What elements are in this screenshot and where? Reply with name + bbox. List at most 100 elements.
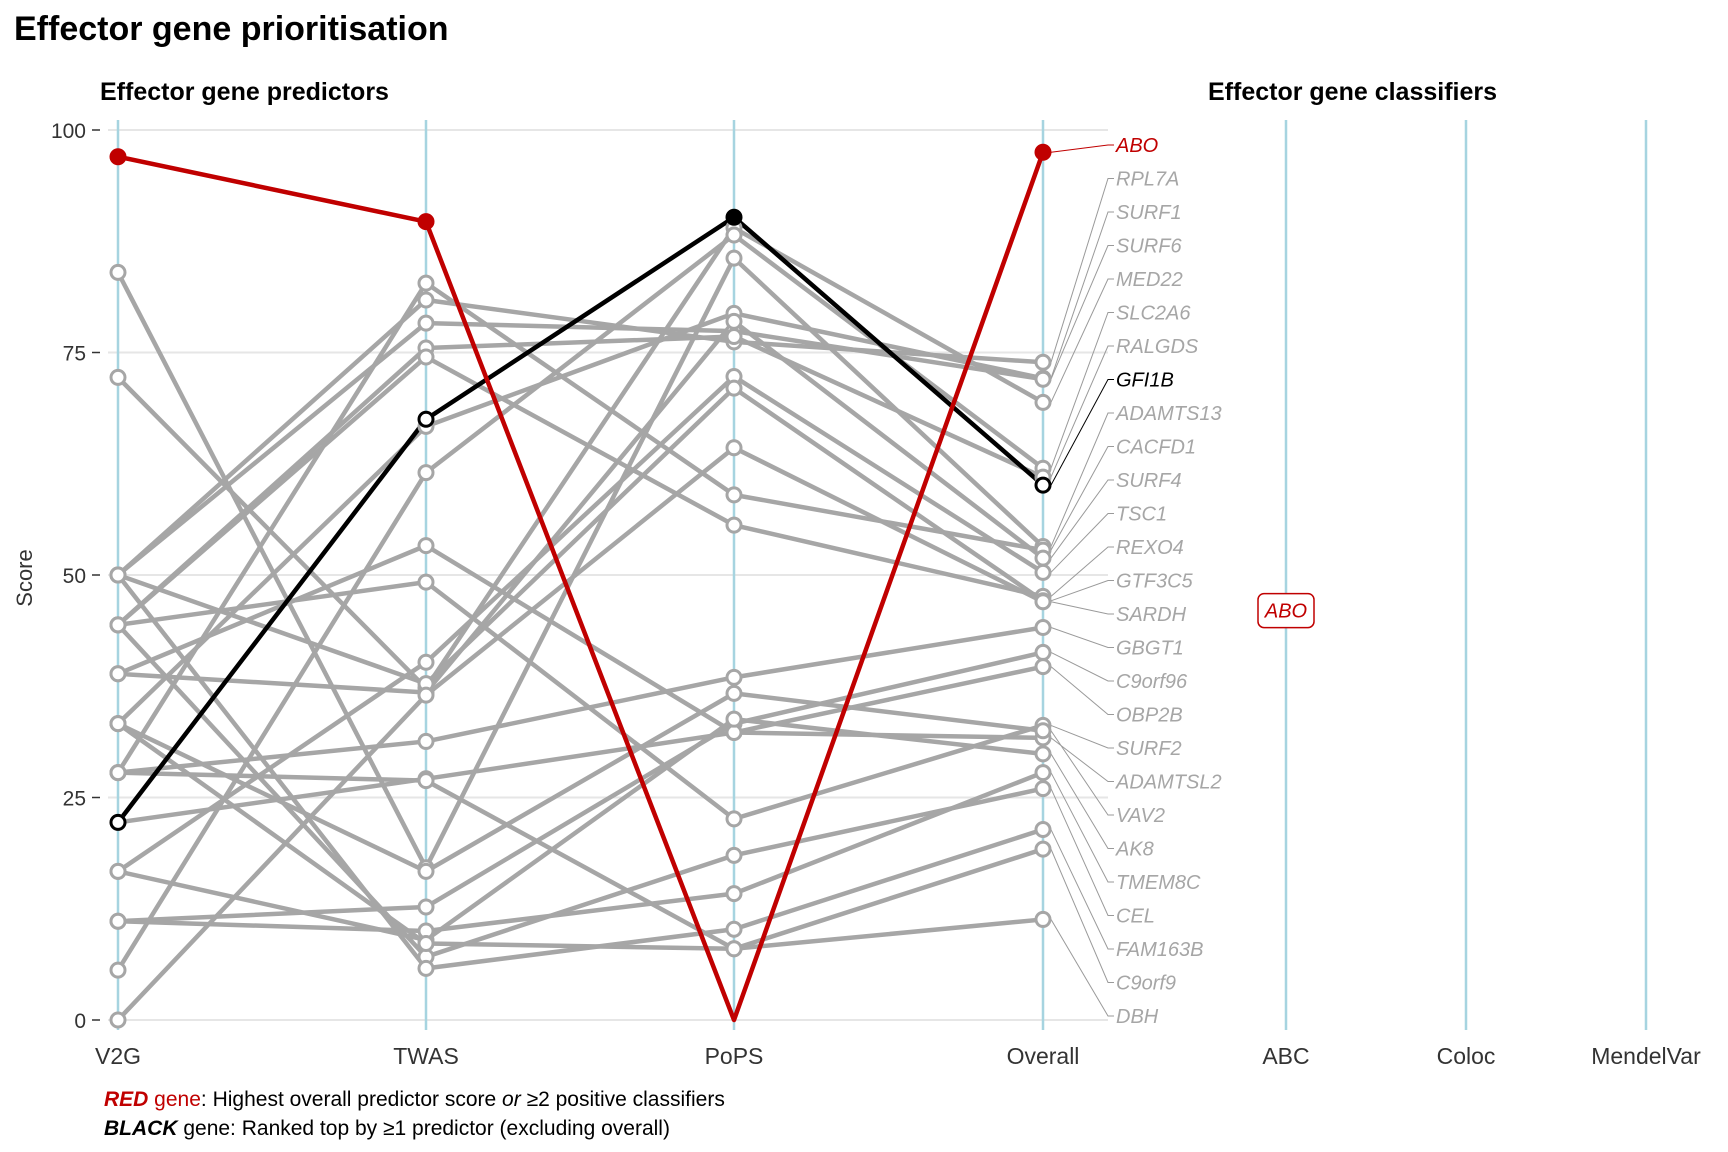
point-ralgds-pops	[725, 327, 743, 345]
y-axis-label: Score	[12, 549, 37, 606]
series-line-slc2a6	[116, 232, 1045, 972]
leader-fam163b	[1050, 829, 1114, 950]
axis-label-pops: PoPS	[705, 1043, 764, 1069]
point-rexo4-twas	[417, 348, 435, 366]
y-tick-label-0: 0	[74, 1010, 86, 1033]
leader-adamts13	[1050, 412, 1114, 547]
leader-gfi1b	[1050, 379, 1114, 486]
leader-gbgt1	[1050, 627, 1114, 648]
gene-label-rexo4: REXO4	[1116, 537, 1184, 559]
axis-label-abc: ABC	[1262, 1043, 1309, 1069]
leader-slc2a6	[1050, 312, 1114, 469]
gene-label-ak8: AK8	[1115, 839, 1154, 861]
classifiers-panel-title: Effector gene classifiers	[1208, 78, 1497, 106]
classifier-box-abo-abc	[1257, 592, 1315, 629]
point-vav2-twas	[417, 862, 435, 880]
gene-label-vav2: VAV2	[1116, 805, 1165, 827]
gene-label-abo: ABO	[1115, 135, 1158, 157]
gene-label-gbgt1: GBGT1	[1116, 638, 1184, 660]
gene-labels: ABO RPL7A SURF1 SURF6 MED22 SLC2A6 RALGDS GFI1B…	[1115, 135, 1222, 1028]
leader-cel	[1050, 788, 1114, 916]
axis-label-coloc: Coloc	[1437, 1043, 1496, 1069]
point-vav2-pops	[725, 684, 743, 702]
series-line-gbgt1	[117, 625, 1044, 775]
point-slc2a6-twas	[417, 464, 435, 482]
series-line-tmem8c	[117, 770, 1044, 934]
series-line-c9orf96	[117, 650, 1044, 924]
footnote-text-b: ≥2 positive classifiers	[520, 1088, 725, 1111]
footnote-text-a: : Highest overall predictor score	[200, 1088, 503, 1111]
footnote-gene-word: gene	[148, 1088, 201, 1111]
gene-label-obp2b: OBP2B	[1116, 705, 1183, 727]
point-gbgt1-twas	[417, 732, 435, 750]
point-surf2-pops	[725, 810, 743, 828]
point-gbgt1-pops	[725, 668, 743, 686]
leader-med22	[1050, 278, 1114, 403]
point-cel-overall	[1034, 780, 1052, 798]
series-line-cel	[116, 623, 1044, 960]
point-c9orf9-overall	[1034, 840, 1052, 858]
series-line-surf6	[116, 320, 1044, 577]
point-sardh-v2g	[109, 1011, 127, 1029]
gene-label-surf2: SURF2	[1116, 738, 1182, 760]
classifier-label-abo-abc: ABO	[1264, 601, 1307, 623]
points	[109, 143, 1052, 1029]
gene-label-med22: MED22	[1116, 269, 1183, 291]
point-tmem8c-v2g	[109, 912, 127, 930]
point-dbh-twas	[417, 934, 435, 952]
gene-label-cacfd1: CACFD1	[1116, 437, 1196, 459]
gene-label-c9orf9: C9orf9	[1116, 973, 1176, 995]
point-fam163b-twas	[417, 959, 435, 977]
series-line-ak8	[117, 716, 1044, 943]
chart-title: Effector gene prioritisation	[14, 10, 449, 48]
leader-ralgds	[1050, 345, 1114, 478]
point-gbgt1-overall	[1034, 619, 1052, 637]
y-tick-label-75: 75	[63, 343, 86, 366]
point-abo-v2g	[109, 148, 127, 166]
gene-label-tsc1: TSC1	[1116, 504, 1167, 526]
footnote-red: RED gene: Highest overall predictor scor…	[104, 1088, 725, 1112]
leader-dbh	[1050, 919, 1114, 1017]
leader-surf1	[1050, 211, 1114, 379]
point-slc2a6-pops	[725, 226, 743, 244]
gene-label-surf4: SURF4	[1116, 470, 1182, 492]
footnote-text-c: gene: Ranked top by ≥1 predictor (exclud…	[177, 1117, 670, 1140]
point-med22-v2g	[109, 368, 127, 386]
footnote-red-word: RED	[104, 1088, 149, 1111]
gene-label-cel: CEL	[1116, 906, 1155, 928]
series-line-dbh	[116, 721, 1044, 952]
point-adamts13-v2g	[109, 263, 127, 281]
point-surf2-twas	[417, 573, 435, 591]
classifier-hits: ABO	[1257, 592, 1315, 629]
point-fam163b-pops	[725, 920, 743, 938]
point-cel-v2g	[109, 616, 127, 634]
point-rpl7a-twas	[417, 291, 435, 309]
leader-cacfd1	[1050, 446, 1114, 551]
footnote-black-word: BLACK	[104, 1117, 178, 1140]
point-abo-twas	[417, 213, 435, 231]
point-adamtsl2-v2g	[109, 665, 127, 683]
label-leaders	[1050, 144, 1114, 1017]
point-rexo4-pops	[725, 516, 743, 534]
point-adamts13-pops	[725, 249, 743, 267]
point-gfi1b-v2g	[109, 813, 127, 831]
predictors-panel-title: Effector gene predictors	[100, 78, 389, 106]
series-line-gfi1b	[116, 214, 1045, 824]
series-line-rexo4	[116, 354, 1044, 627]
series-line-med22	[116, 225, 1045, 691]
point-c9orf9-v2g	[109, 764, 127, 782]
leader-rpl7a	[1050, 178, 1114, 363]
point-c9orf96-overall	[1034, 643, 1052, 661]
y-tick-label-100: 100	[51, 120, 86, 143]
point-tmem8c-pops	[725, 885, 743, 903]
point-gfi1b-overall	[1034, 476, 1052, 494]
series-line-surf2	[117, 579, 1044, 822]
series-line-obp2b	[117, 664, 1044, 825]
gene-label-adamtsl2: ADAMTSL2	[1115, 772, 1222, 794]
point-surf6-overall	[1034, 370, 1052, 388]
series-line-adamts13	[116, 255, 1045, 871]
point-tsc1-twas	[417, 653, 435, 671]
series-line-sardh	[116, 445, 1045, 1022]
point-sardh-overall	[1034, 593, 1052, 611]
